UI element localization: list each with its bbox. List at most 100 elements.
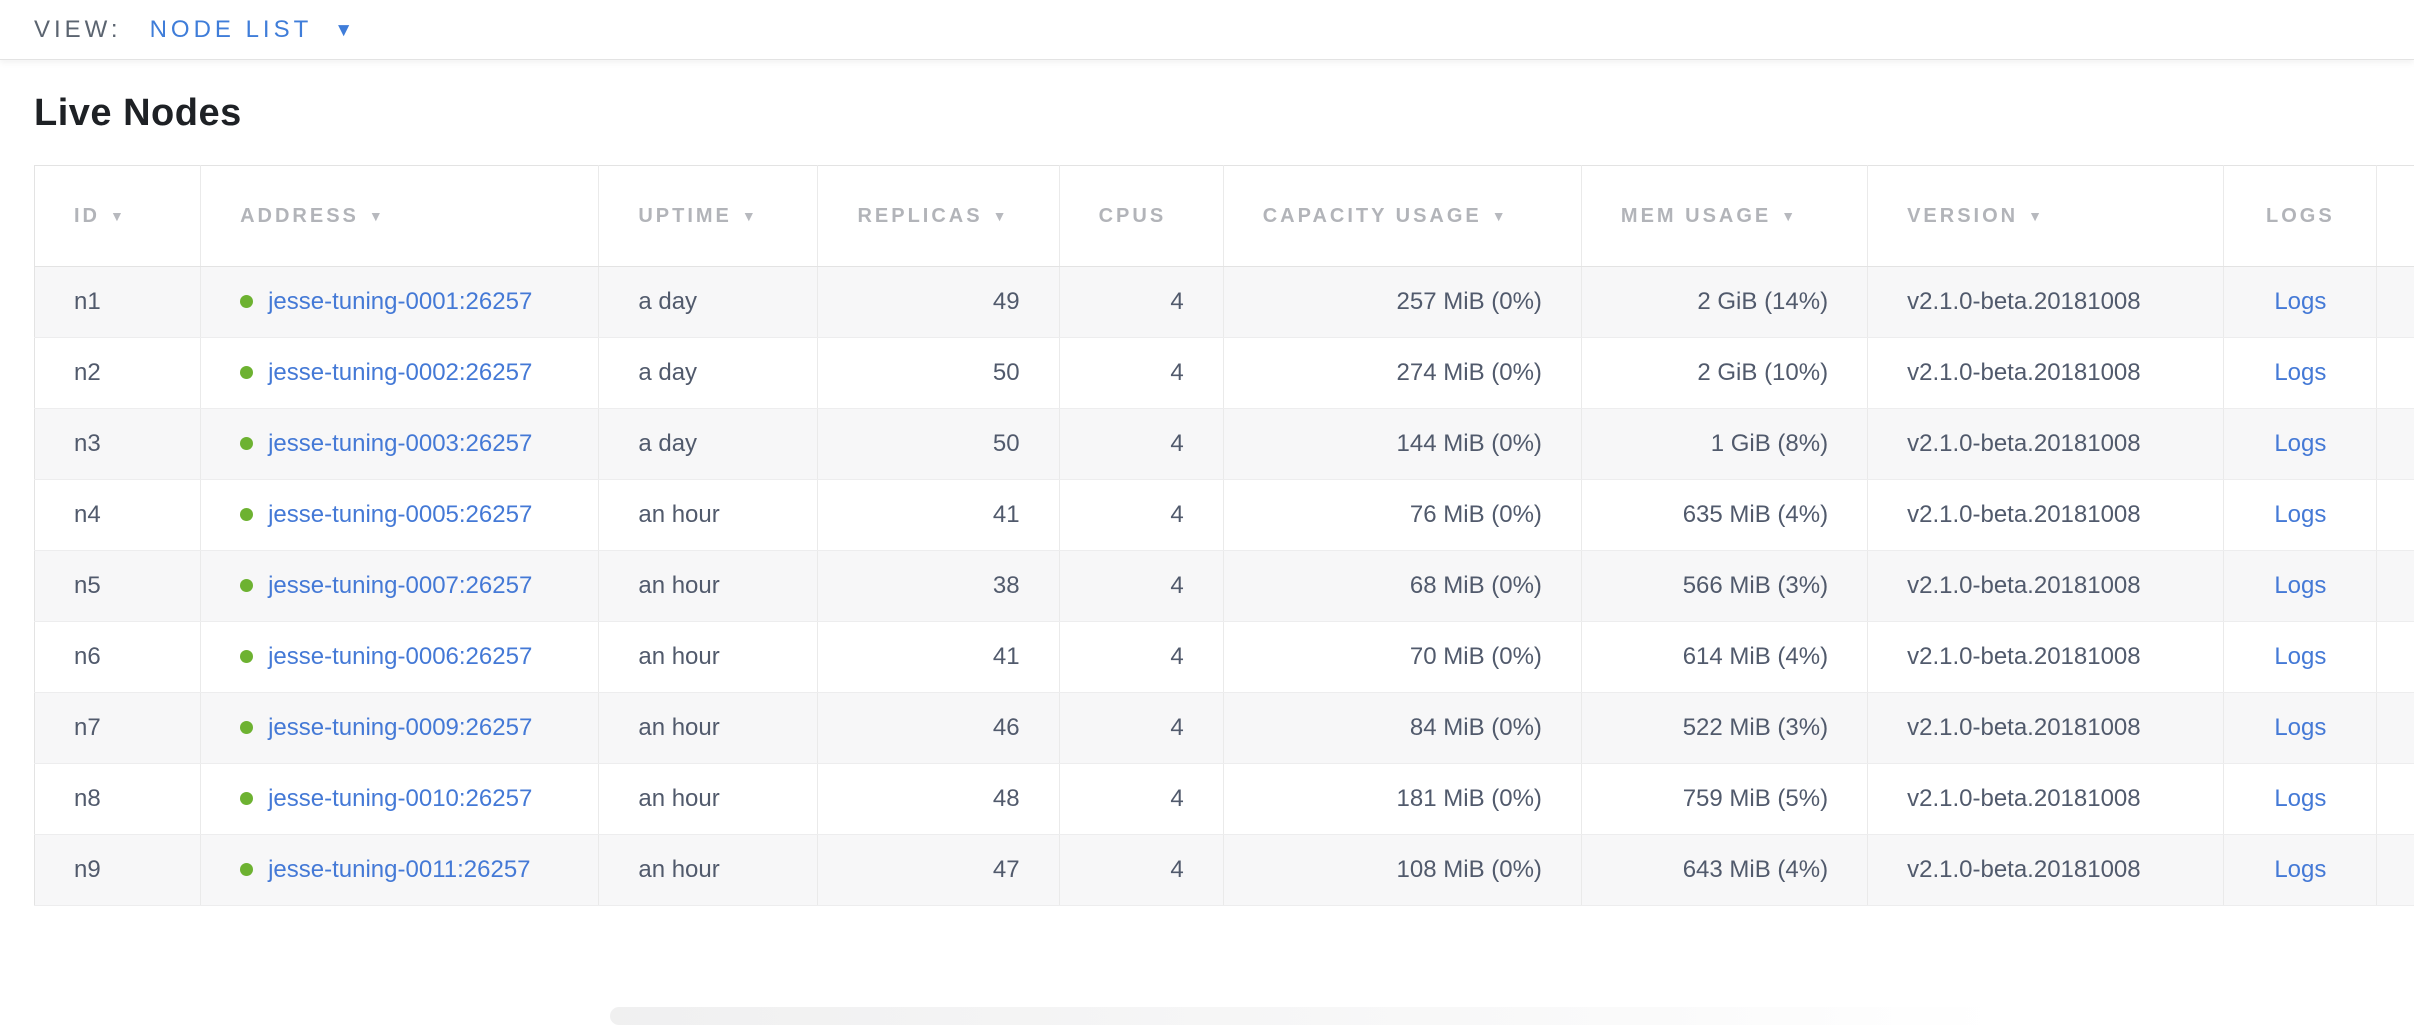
node-address-link[interactable]: jesse-tuning-0006:26257 <box>268 643 532 670</box>
column-header-id[interactable]: ID▼ <box>35 166 201 267</box>
sort-arrow-icon: ▼ <box>742 208 759 224</box>
sort-arrow-icon: ▼ <box>369 208 386 224</box>
cell-address: jesse-tuning-0003:26257 <box>201 409 599 480</box>
cell-replicas: 48 <box>818 764 1059 835</box>
node-logs-link[interactable]: Logs <box>2274 288 2326 315</box>
column-header-logs: LOGS <box>2224 166 2377 267</box>
column-header-version[interactable]: VERSION▼ <box>1868 166 2224 267</box>
view-bar: VIEW: NODE LIST ▼ <box>0 0 2414 60</box>
cell-capacity: 181 MiB (0%) <box>1223 764 1581 835</box>
cell-value: 4 <box>1170 359 1183 386</box>
cell-uptime: an hour <box>599 480 818 551</box>
node-address-link[interactable]: jesse-tuning-0002:26257 <box>268 359 532 386</box>
view-selected-value: NODE LIST <box>150 16 313 44</box>
cell-capacity: 76 MiB (0%) <box>1223 480 1581 551</box>
column-header-uptime[interactable]: UPTIME▼ <box>599 166 818 267</box>
cell-capacity: 274 MiB (0%) <box>1223 338 1581 409</box>
cell-value: 522 MiB (3%) <box>1683 714 1828 741</box>
cell-uptime: a day <box>599 338 818 409</box>
cell-value: 643 MiB (4%) <box>1683 856 1828 883</box>
node-live-status-icon <box>240 650 253 663</box>
cell-mem: 2 GiB (10%) <box>1581 338 1867 409</box>
cell-logs: Logs <box>2224 267 2377 338</box>
cell-id: n9 <box>35 835 201 906</box>
cell-version: v2.1.0-beta.20181008 <box>1868 551 2224 622</box>
cell-cpus: 4 <box>1059 622 1223 693</box>
cell-value: v2.1.0-beta.20181008 <box>1907 714 2141 741</box>
sort-arrow-icon: ▼ <box>110 208 127 224</box>
cell-filler <box>2377 480 2414 551</box>
column-header-address[interactable]: ADDRESS ▼ <box>201 166 599 267</box>
cell-value: 4 <box>1170 572 1183 599</box>
node-address-link[interactable]: jesse-tuning-0009:26257 <box>268 714 532 741</box>
node-logs-link[interactable]: Logs <box>2274 856 2326 883</box>
page-title: Live Nodes <box>34 90 2414 136</box>
column-header-mem[interactable]: MEM USAGE▼ <box>1581 166 1867 267</box>
node-logs-link[interactable]: Logs <box>2274 359 2326 386</box>
column-header-capacity[interactable]: CAPACITY USAGE▼ <box>1223 166 1581 267</box>
cell-address: jesse-tuning-0007:26257 <box>201 551 599 622</box>
node-logs-link[interactable]: Logs <box>2274 572 2326 599</box>
cell-replicas: 46 <box>818 693 1059 764</box>
cell-value: 41 <box>993 501 1020 528</box>
cell-value: 181 MiB (0%) <box>1397 785 1542 812</box>
node-logs-link[interactable]: Logs <box>2274 714 2326 741</box>
cell-id: n4 <box>35 480 201 551</box>
cell-value: a day <box>638 288 697 315</box>
node-logs-link[interactable]: Logs <box>2274 430 2326 457</box>
cell-version: v2.1.0-beta.20181008 <box>1868 480 2224 551</box>
cell-value: 4 <box>1170 856 1183 883</box>
cell-value: 144 MiB (0%) <box>1397 430 1542 457</box>
cell-value: 2 GiB (14%) <box>1697 288 1828 315</box>
cell-value: n3 <box>74 430 101 457</box>
cell-capacity: 84 MiB (0%) <box>1223 693 1581 764</box>
cell-value: 635 MiB (4%) <box>1683 501 1828 528</box>
horizontal-scrollbar[interactable] <box>610 1007 2000 1025</box>
column-header-label: REPLICAS <box>857 205 982 227</box>
node-address-link[interactable]: jesse-tuning-0011:26257 <box>268 856 530 883</box>
node-logs-link[interactable]: Logs <box>2274 785 2326 812</box>
cell-logs: Logs <box>2224 622 2377 693</box>
cell-value: 257 MiB (0%) <box>1397 288 1542 315</box>
cell-value: 1 GiB (8%) <box>1711 430 1828 457</box>
sort-arrow-icon: ▼ <box>993 208 1010 224</box>
node-address-link[interactable]: jesse-tuning-0001:26257 <box>268 288 532 315</box>
sort-arrow-icon: ▼ <box>1781 208 1798 224</box>
cell-filler <box>2377 267 2414 338</box>
cell-id: n3 <box>35 409 201 480</box>
cell-capacity: 68 MiB (0%) <box>1223 551 1581 622</box>
cell-value: 50 <box>993 430 1020 457</box>
cell-mem: 614 MiB (4%) <box>1581 622 1867 693</box>
cell-replicas: 47 <box>818 835 1059 906</box>
cell-uptime: an hour <box>599 835 818 906</box>
column-header-replicas[interactable]: REPLICAS ▼ <box>818 166 1059 267</box>
node-address-link[interactable]: jesse-tuning-0010:26257 <box>268 785 532 812</box>
cell-value: an hour <box>638 643 719 670</box>
node-address-link[interactable]: jesse-tuning-0003:26257 <box>268 430 532 457</box>
cell-cpus: 4 <box>1059 551 1223 622</box>
node-live-status-icon <box>240 721 253 734</box>
cell-cpus: 4 <box>1059 267 1223 338</box>
cell-value: v2.1.0-beta.20181008 <box>1907 856 2141 883</box>
node-logs-link[interactable]: Logs <box>2274 501 2326 528</box>
sort-arrow-icon: ▼ <box>1492 208 1509 224</box>
node-address-link[interactable]: jesse-tuning-0007:26257 <box>268 572 532 599</box>
cell-value: n7 <box>74 714 101 741</box>
cell-uptime: an hour <box>599 622 818 693</box>
cell-mem: 522 MiB (3%) <box>1581 693 1867 764</box>
view-selector-dropdown[interactable]: NODE LIST ▼ <box>150 16 354 44</box>
cell-value: 76 MiB (0%) <box>1410 501 1542 528</box>
cell-value: v2.1.0-beta.20181008 <box>1907 288 2141 315</box>
cell-value: 4 <box>1170 430 1183 457</box>
cell-value: v2.1.0-beta.20181008 <box>1907 572 2141 599</box>
cell-cpus: 4 <box>1059 764 1223 835</box>
column-header-label: ADDRESS <box>240 205 359 227</box>
cell-value: 274 MiB (0%) <box>1397 359 1542 386</box>
cell-id: n2 <box>35 338 201 409</box>
cell-version: v2.1.0-beta.20181008 <box>1868 622 2224 693</box>
node-logs-link[interactable]: Logs <box>2274 643 2326 670</box>
node-address-link[interactable]: jesse-tuning-0005:26257 <box>268 501 532 528</box>
cell-logs: Logs <box>2224 480 2377 551</box>
